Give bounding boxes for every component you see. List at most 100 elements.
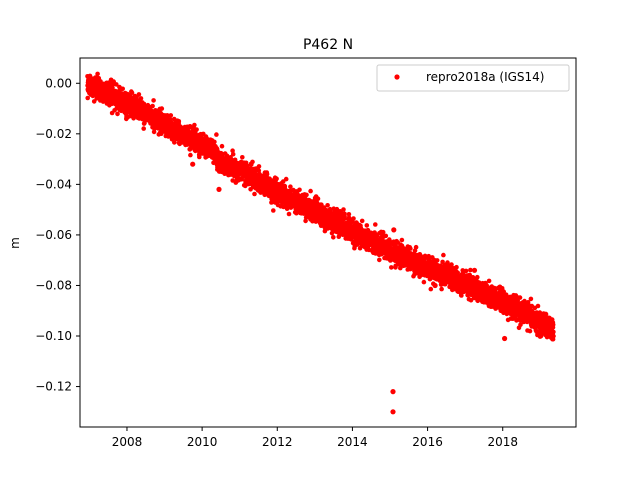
data-point <box>550 322 556 327</box>
data-point-outlier <box>471 267 478 273</box>
data-point <box>346 212 352 217</box>
data-point <box>475 274 480 280</box>
data-point <box>408 246 413 251</box>
data-point-outlier <box>432 282 438 289</box>
data-point <box>264 171 270 177</box>
data-point <box>120 86 125 92</box>
x-tick-label: 2018 <box>487 435 518 449</box>
data-point-outlier <box>190 161 196 167</box>
data-point <box>136 92 142 97</box>
data-point <box>214 132 219 137</box>
data-point <box>486 278 492 284</box>
plot-area <box>79 57 577 428</box>
data-point <box>535 303 541 309</box>
data-point-outlier <box>391 227 397 233</box>
data-point <box>441 252 446 258</box>
data-point <box>421 279 427 285</box>
data-point <box>527 328 533 334</box>
data-point <box>373 222 378 227</box>
data-point <box>176 119 182 124</box>
data-point <box>315 196 321 201</box>
data-point <box>168 113 174 118</box>
legend-marker <box>394 74 400 80</box>
data-point <box>342 216 348 221</box>
data-point <box>428 286 434 292</box>
data-point <box>250 159 255 165</box>
x-tick-label: 2016 <box>412 435 443 449</box>
data-point <box>517 295 523 300</box>
data-point <box>341 207 346 212</box>
data-point <box>463 268 469 274</box>
data-point-outlier <box>390 409 396 415</box>
legend: repro2018a (IGS14) <box>376 64 570 92</box>
data-point-outlier <box>390 389 396 395</box>
data-point <box>172 140 177 145</box>
data-point <box>219 143 225 149</box>
data-point <box>308 188 313 194</box>
plot-frame <box>79 57 577 428</box>
data-point <box>129 90 135 95</box>
data-point <box>141 126 146 131</box>
data-point <box>151 98 156 103</box>
data-point <box>197 154 202 160</box>
y-tick-label: −0.10 <box>35 329 72 343</box>
y-tick-label: −0.04 <box>35 177 72 191</box>
data-point <box>359 218 365 224</box>
y-tick-label: −0.02 <box>35 127 72 141</box>
data-point <box>230 151 236 157</box>
data-point <box>399 237 405 243</box>
chart-title: P462 N <box>303 37 353 53</box>
y-axis-label: m <box>8 237 22 249</box>
data-point <box>413 244 419 250</box>
data-point <box>454 264 459 270</box>
data-point <box>212 139 217 145</box>
x-tick-label: 2010 <box>187 435 218 449</box>
data-point <box>325 203 330 208</box>
data-point <box>288 184 293 189</box>
y-tick-label: 0.00 <box>45 76 72 90</box>
data-point <box>331 235 336 240</box>
data-point <box>114 82 119 87</box>
data-point <box>274 176 279 181</box>
data-point <box>150 103 155 109</box>
data-point <box>159 106 165 111</box>
data-points <box>85 71 556 415</box>
data-point <box>551 333 556 339</box>
data-point <box>85 95 90 101</box>
data-point <box>310 218 315 224</box>
data-point <box>252 191 257 197</box>
x-tick-label: 2008 <box>112 435 143 449</box>
y-tick-label: −0.06 <box>35 228 72 242</box>
data-point <box>286 211 292 217</box>
data-point <box>439 286 444 292</box>
data-point-outlier <box>216 186 222 192</box>
data-point <box>346 215 352 221</box>
data-point <box>383 233 389 239</box>
data-point <box>283 176 289 182</box>
data-point <box>188 152 193 158</box>
data-point <box>351 216 356 221</box>
x-tick-label: 2014 <box>337 435 368 449</box>
data-point <box>192 122 197 128</box>
data-point <box>297 187 302 193</box>
data-point <box>87 73 93 79</box>
data-point <box>138 96 144 101</box>
data-point <box>115 111 120 117</box>
data-point <box>95 71 100 77</box>
data-point <box>240 155 245 160</box>
data-point <box>110 85 115 91</box>
y-tick-label: −0.08 <box>35 278 72 292</box>
data-point <box>303 218 308 224</box>
data-point <box>528 296 534 302</box>
x-tick-label: 2012 <box>262 435 293 449</box>
data-point-outlier <box>502 335 508 342</box>
data-point <box>282 183 288 189</box>
data-point <box>304 192 309 198</box>
data-point <box>230 148 235 153</box>
data-point <box>329 230 335 236</box>
data-point <box>389 265 394 270</box>
data-point <box>364 223 370 228</box>
data-point <box>380 229 386 235</box>
data-point <box>551 329 556 335</box>
